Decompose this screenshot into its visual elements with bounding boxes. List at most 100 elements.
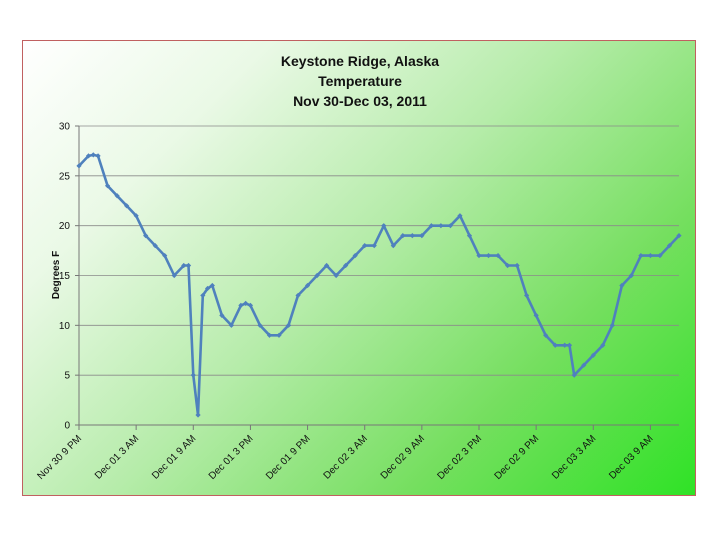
axes — [75, 125, 679, 430]
y-tick-labels: 0 5 10 15 20 25 30 — [59, 122, 71, 432]
data-point — [409, 233, 415, 239]
data-point — [504, 262, 511, 269]
data-point — [200, 292, 206, 299]
data-point — [243, 300, 249, 307]
data-point — [485, 252, 492, 259]
data-point — [600, 342, 606, 348]
data-point — [85, 153, 92, 159]
data-point — [76, 163, 82, 169]
y-gridlines — [79, 125, 679, 376]
data-point — [314, 272, 320, 279]
y-tick-label: 10 — [59, 321, 71, 332]
data-point — [295, 292, 301, 299]
y-tick-label: 20 — [59, 221, 71, 232]
data-point — [204, 285, 211, 292]
data-point — [371, 243, 377, 249]
x-tick-label: Dec 01 3 PM — [207, 433, 256, 482]
chart-title: Keystone Ridge, Alaska Temperature Nov 30-… — [281, 53, 439, 109]
data-point — [333, 272, 339, 279]
data-point — [476, 252, 482, 259]
data-point — [285, 322, 292, 328]
data-point — [95, 153, 101, 159]
x-tick-label: Dec 02 3 AM — [322, 433, 370, 481]
chart-title-line: Nov 30-Dec 03, 2011 — [293, 93, 427, 109]
data-point — [162, 252, 168, 259]
data-point — [571, 372, 577, 378]
data-point — [190, 372, 196, 378]
x-tick-label: Dec 01 3 AM — [93, 433, 141, 481]
series-line — [77, 153, 681, 417]
data-point — [104, 183, 111, 189]
data-point — [171, 272, 177, 279]
data-point — [619, 282, 625, 289]
data-point — [219, 312, 225, 318]
data-point — [257, 322, 263, 328]
data-point — [400, 233, 406, 239]
y-tick-label: 15 — [59, 271, 71, 282]
data-point — [447, 223, 454, 229]
data-point — [562, 342, 568, 348]
data-point — [143, 233, 149, 239]
data-point — [457, 213, 463, 219]
x-tick-label: Dec 02 9 AM — [379, 433, 427, 481]
data-point — [152, 243, 158, 249]
data-point — [524, 292, 530, 299]
x-tick-label: Dec 03 3 AM — [550, 433, 598, 481]
data-point — [90, 152, 96, 158]
data-point — [185, 262, 192, 269]
data-point — [362, 243, 368, 249]
data-point — [638, 252, 644, 259]
data-point — [428, 223, 434, 229]
y-tick-label: 0 — [64, 421, 70, 432]
data-point — [266, 332, 273, 338]
data-point — [419, 233, 425, 239]
data-point — [647, 252, 654, 259]
data-point — [181, 262, 187, 269]
data-point — [438, 223, 444, 229]
x-tick-label: Dec 02 9 PM — [493, 433, 542, 482]
data-point — [552, 342, 558, 348]
y-axis-title: Degrees F — [51, 251, 62, 299]
chart-title-line: Keystone Ridge, Alaska — [281, 53, 439, 69]
data-point — [352, 252, 358, 259]
chart-frame — [22, 40, 696, 496]
data-point — [124, 203, 130, 209]
data-point — [628, 272, 634, 279]
x-tick-label: Dec 01 9 AM — [150, 433, 198, 481]
data-point — [276, 332, 282, 338]
y-tick-label: 5 — [64, 371, 70, 382]
y-tick-label: 30 — [59, 122, 71, 133]
data-point — [304, 282, 311, 289]
data-point — [133, 213, 139, 219]
y-tick-label: 25 — [59, 171, 71, 182]
data-point — [381, 223, 387, 229]
series-temperature — [76, 152, 682, 418]
x-tick-label: Dec 03 9 AM — [607, 433, 655, 481]
data-point — [581, 362, 587, 368]
data-point — [495, 252, 501, 259]
data-point — [238, 302, 244, 308]
data-point — [609, 322, 615, 328]
data-point — [466, 233, 473, 239]
data-point — [514, 262, 520, 269]
x-tick-label: Dec 02 3 PM — [435, 433, 484, 482]
data-point — [543, 332, 549, 338]
data-point — [657, 252, 663, 259]
data-point — [195, 412, 201, 418]
chart-title-line: Temperature — [318, 73, 402, 89]
data-point — [228, 322, 234, 328]
data-point — [390, 243, 396, 249]
data-point — [114, 193, 120, 199]
data-point — [533, 312, 539, 318]
x-tick-label: Nov 30 9 PM — [35, 433, 84, 482]
data-point — [590, 352, 596, 358]
data-point — [247, 302, 254, 308]
x-tick-labels: Nov 30 9 PM Dec 01 3 AM Dec 01 9 AM Dec 01 … — [35, 433, 655, 482]
data-point — [566, 342, 573, 348]
data-point — [343, 262, 349, 269]
data-point — [324, 262, 330, 269]
data-point — [209, 282, 215, 289]
data-point — [666, 243, 673, 249]
data-point — [676, 233, 682, 239]
